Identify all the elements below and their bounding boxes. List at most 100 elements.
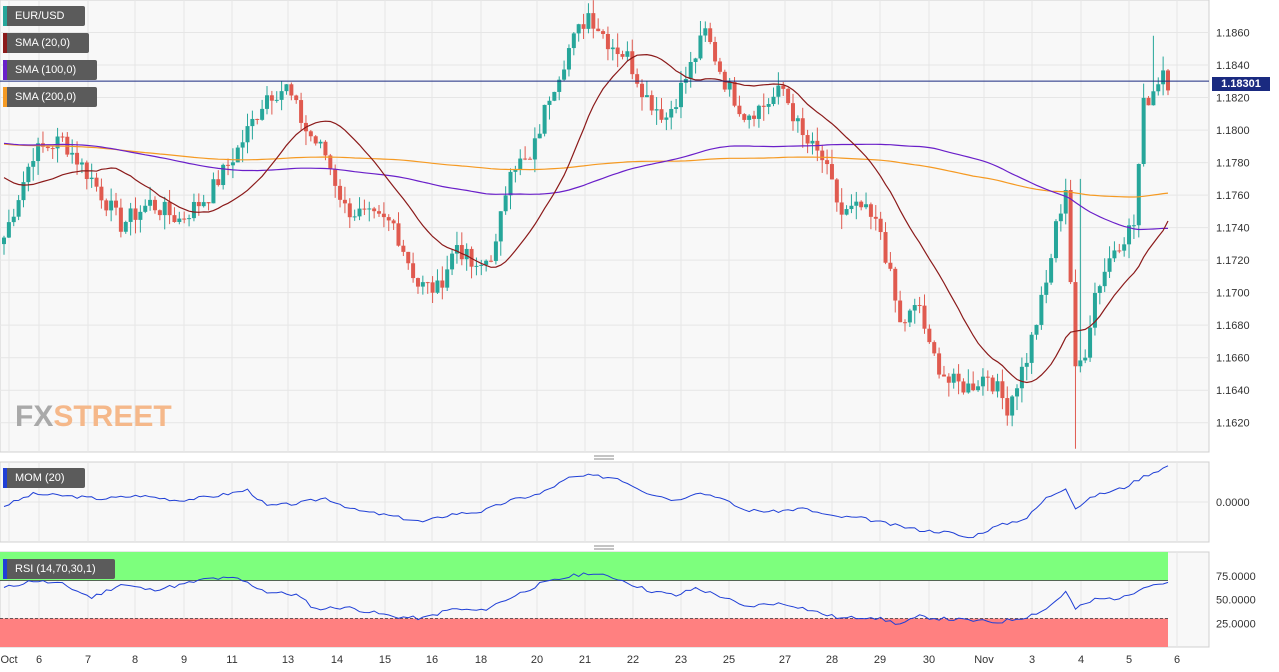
candle-body-235	[1146, 97, 1151, 106]
candle-body-63	[308, 131, 313, 137]
candle-body-187	[912, 305, 917, 311]
candle-body-49	[240, 142, 245, 148]
candle-body-51	[250, 118, 255, 127]
candle-body-158	[771, 96, 776, 105]
candle-body-236	[1151, 91, 1156, 106]
candle-body-184	[898, 300, 903, 323]
x-tick-label-17: 28	[826, 654, 838, 666]
candle-body-27	[133, 208, 138, 220]
legend-sma-20[interactable]: SMA (20,0)	[3, 33, 89, 53]
candle-body-2	[11, 216, 16, 223]
candle-body-20	[99, 186, 104, 201]
candle-body-81	[396, 223, 401, 246]
candle-body-91	[445, 269, 450, 288]
x-tick-label-3: 8	[132, 654, 138, 666]
candle-body-136	[664, 117, 669, 120]
x-tick-label-16: 27	[779, 654, 791, 666]
candle-body-19	[94, 177, 99, 187]
candle-body-131	[640, 83, 645, 98]
candle-body-78	[381, 213, 386, 218]
candle-body-115	[562, 69, 567, 80]
candle-body-139	[678, 82, 683, 108]
y-tick-label-10: 1.1820	[1216, 93, 1250, 105]
candle-body-197	[961, 381, 966, 393]
legend-sma-200[interactable]: SMA (200,0)	[3, 87, 97, 107]
candle-body-200	[976, 386, 981, 391]
candle-body-104	[508, 171, 513, 196]
candle-body-72	[352, 216, 357, 218]
candle-body-109	[532, 138, 537, 160]
candle-body-34	[167, 201, 172, 216]
current-price-tag: 1.18301	[1212, 77, 1270, 91]
x-tick-label-13: 22	[627, 654, 639, 666]
candle-body-101	[493, 241, 498, 261]
candle-body-112	[547, 100, 552, 105]
candle-body-120	[586, 13, 591, 29]
candle-body-22	[109, 200, 114, 211]
candle-body-149	[727, 81, 732, 90]
legend-sma-100[interactable]: SMA (100,0)	[3, 60, 97, 80]
candle-body-56	[274, 99, 279, 101]
candle-body-153	[747, 115, 752, 120]
candle-body-107	[523, 158, 528, 160]
candle-body-186	[907, 310, 912, 323]
candle-body-157	[766, 104, 771, 107]
main-panel-bg	[0, 0, 1210, 453]
candle-body-60	[294, 95, 299, 101]
candle-body-227	[1107, 258, 1112, 272]
candle-body-118	[576, 24, 581, 34]
y-tick-label-7: 1.1760	[1216, 190, 1250, 202]
candle-body-129	[630, 51, 635, 75]
candle-body-192	[937, 353, 942, 375]
candle-body-41	[201, 202, 206, 207]
candle-body-36	[177, 218, 182, 223]
candle-body-69	[338, 185, 343, 200]
candle-body-127	[620, 54, 625, 57]
candle-body-67	[328, 155, 333, 170]
candle-body-35	[172, 215, 177, 223]
candle-body-199	[971, 383, 976, 391]
candle-body-233	[1136, 163, 1141, 226]
candle-body-134	[654, 109, 659, 111]
candle-body-105	[513, 169, 518, 172]
candle-body-189	[922, 305, 927, 329]
legend-label-mom: MOM (20)	[15, 472, 65, 484]
x-tick-label-11: 20	[531, 654, 543, 666]
candle-body-103	[503, 195, 508, 212]
candle-body-106	[518, 158, 523, 170]
candle-body-182	[888, 262, 893, 269]
rsi-line	[3, 572, 1169, 625]
x-tick-label-18: 29	[874, 654, 886, 666]
x-tick-label-10: 18	[475, 654, 487, 666]
candle-body-126	[615, 47, 620, 55]
legend-rsi[interactable]: RSI (14,70,30,1)	[3, 559, 115, 579]
legend-eurusd[interactable]: EUR/USD	[3, 6, 85, 26]
candle-body-177	[864, 204, 869, 208]
candle-body-110	[537, 133, 542, 139]
candle-body-172	[839, 202, 844, 215]
candle-body-125	[610, 47, 615, 50]
candle-body-84	[411, 263, 416, 279]
candle-body-82	[401, 245, 406, 252]
legend-mom[interactable]: MOM (20)	[3, 468, 85, 488]
watermark-fx: FX	[15, 400, 54, 433]
y-tick-label-5: 1.1720	[1216, 255, 1250, 267]
candle-body-204	[995, 381, 1000, 392]
candle-body-70	[342, 199, 347, 204]
candle-body-179	[873, 216, 878, 219]
candle-body-25	[123, 221, 128, 232]
candle-body-222	[1083, 357, 1088, 361]
legend-swatch-eurusd	[3, 6, 7, 26]
candle-body-130	[635, 74, 640, 84]
candle-body-24	[118, 207, 123, 232]
candle-body-185	[903, 322, 908, 324]
candle-body-0	[2, 237, 6, 245]
candle-body-94	[459, 245, 464, 260]
candle-body-116	[566, 48, 571, 70]
candle-body-102	[498, 211, 503, 242]
candle-body-208	[1015, 388, 1020, 397]
candle-body-162	[790, 103, 795, 122]
candle-body-90	[440, 280, 445, 288]
candle-body-181	[883, 232, 888, 263]
candle-body-37	[182, 218, 187, 220]
